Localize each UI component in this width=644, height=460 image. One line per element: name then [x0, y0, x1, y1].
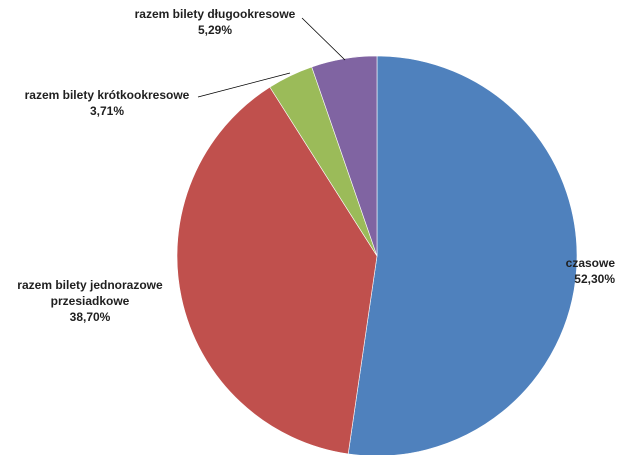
slice-name-label-1: czasowe — [566, 256, 616, 270]
slice-name-label-2: przesiadkowe — [51, 294, 130, 308]
slice-value-label-3: 3,71% — [90, 104, 124, 118]
slice-name-label-3: razem bilety krótkookresowe — [25, 88, 190, 102]
leader-line-4 — [301, 17, 346, 61]
slice-value-label-2: 38,70% — [70, 310, 111, 324]
slice-name-label-4: razem bilety długookresowe — [135, 7, 296, 21]
slice-name-label-2: razem bilety jednorazowe — [17, 278, 163, 292]
leader-line-3 — [197, 72, 291, 98]
slice-label-4: razem bilety długookresowe 5,29% — [135, 7, 296, 37]
slice-label-3: razem bilety krótkookresowe 3,71% — [25, 88, 190, 118]
slice-value-label-4: 5,29% — [198, 23, 232, 37]
slice-label-2: razem bilety jednorazowe przesiadkowe 38,7… — [17, 278, 163, 324]
slice-label-1: czasowe 52,30% — [566, 256, 616, 286]
pie-slice-2 — [176, 86, 378, 455]
slice-value-label-1: 52,30% — [574, 272, 615, 286]
pie-slice-1 — [347, 55, 578, 457]
